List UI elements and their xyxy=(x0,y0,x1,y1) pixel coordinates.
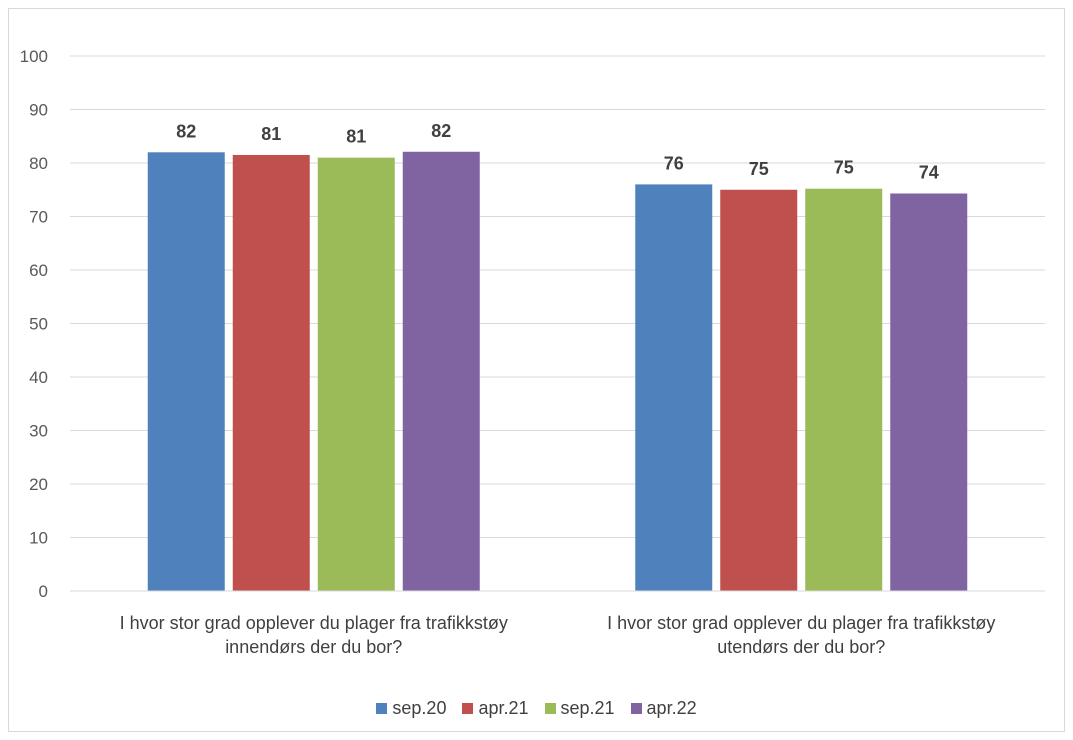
y-tick-label: 90 xyxy=(29,101,48,120)
data-label: 75 xyxy=(749,159,769,179)
y-tick-label: 50 xyxy=(29,315,48,334)
bar-sep-21-cat-2 xyxy=(805,188,883,591)
data-label: 81 xyxy=(261,124,281,144)
legend-label: sep.20 xyxy=(392,698,447,718)
legend-item: sep.20 xyxy=(376,698,446,719)
y-tick-label: 20 xyxy=(29,475,48,494)
y-tick-label: 60 xyxy=(29,261,48,280)
bar-apr-22-cat-1 xyxy=(402,151,480,591)
bar-apr-22-cat-2 xyxy=(890,193,968,591)
y-tick-label: 40 xyxy=(29,368,48,387)
legend-label: sep.21 xyxy=(560,698,615,718)
legend-swatch xyxy=(630,703,642,714)
y-tick-label: 100 xyxy=(20,47,48,66)
data-label: 82 xyxy=(176,121,196,141)
data-label: 81 xyxy=(346,127,366,147)
data-label: 75 xyxy=(834,158,854,178)
data-label: 74 xyxy=(919,162,939,182)
y-tick-label: 30 xyxy=(29,422,48,441)
bar-sep-21-cat-1 xyxy=(317,157,395,591)
x-category-label: I hvor stor grad opplever du plager fra … xyxy=(607,613,995,633)
legend-label: apr.22 xyxy=(646,698,697,718)
y-tick-label: 70 xyxy=(29,208,48,227)
legend-swatch xyxy=(544,703,556,714)
x-category-label: I hvor stor grad opplever du plager fra … xyxy=(120,613,508,633)
bar-sep-20-cat-1 xyxy=(147,152,225,592)
y-tick-label: 80 xyxy=(29,154,48,173)
bar-sep-20-cat-2 xyxy=(635,184,713,591)
legend: sep.20 apr.21 sep.21 apr.22 xyxy=(0,698,1073,719)
y-tick-label: 10 xyxy=(29,529,48,548)
x-category-label: utendørs der du bor? xyxy=(717,637,885,657)
legend-item: apr.22 xyxy=(630,698,697,719)
data-label: 76 xyxy=(664,153,684,173)
data-label: 82 xyxy=(431,121,451,141)
legend-swatch xyxy=(462,703,474,714)
legend-item: sep.21 xyxy=(544,698,615,719)
legend-swatch xyxy=(376,703,388,714)
legend-label: apr.21 xyxy=(478,698,529,718)
bar-apr-21-cat-2 xyxy=(720,189,798,591)
y-tick-label: 0 xyxy=(39,582,48,601)
legend-item: apr.21 xyxy=(462,698,529,719)
x-category-label: innendørs der du bor? xyxy=(225,637,402,657)
bar-apr-21-cat-1 xyxy=(232,154,310,591)
